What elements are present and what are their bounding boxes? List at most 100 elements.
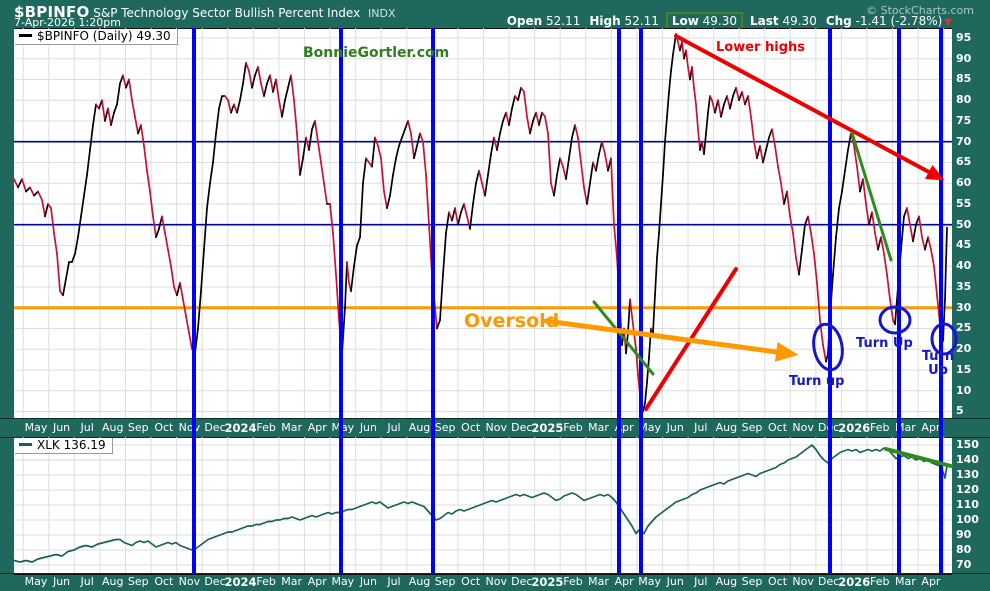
x-axis-label: Jul <box>694 575 708 588</box>
x-axis-label: Jun <box>52 421 71 434</box>
low-value: 49.30 <box>702 14 738 28</box>
x-axis-label: Feb <box>563 575 583 588</box>
x-axis-label: Aug <box>101 575 124 588</box>
x-axis-label: May <box>24 421 48 434</box>
y-axis-label-lower: 80 <box>956 543 972 556</box>
x-axis-label: Dec <box>204 421 226 434</box>
x-axis-label: May <box>638 421 662 434</box>
x-axis-label: Sep <box>127 421 149 434</box>
x-axis-label: Nov <box>178 575 201 588</box>
turn-up-circle-2 <box>878 305 912 335</box>
x-axis-label: Apr <box>307 421 327 434</box>
xlk-series <box>14 444 948 563</box>
x-axis-label: Aug <box>715 575 738 588</box>
x-axis-label: Jun <box>666 575 684 588</box>
lower-legend: XLK 136.19 <box>15 438 113 454</box>
turn-up-circle-3 <box>930 322 958 356</box>
y-axis-label-lower: 100 <box>956 513 979 526</box>
y-axis-label: 85 <box>956 72 972 86</box>
open-value: 52.11 <box>546 14 581 28</box>
x-axis-label: Jul <box>387 421 401 434</box>
oversold-annotation: Oversold <box>464 310 560 332</box>
x-axis-label: Sep <box>434 421 456 434</box>
x-axis-label: Mar <box>588 421 609 434</box>
x-axis-label: Dec <box>818 575 840 588</box>
quote-datetime: 7-Apr-2026 1:20pm <box>14 16 121 29</box>
y-axis-label: 30 <box>956 300 972 314</box>
exchange-label: INDX <box>368 7 396 20</box>
axis-strip-divider <box>0 573 990 574</box>
lower-highs-annotation: Lower highs <box>716 40 805 55</box>
y-axis-label: 95 <box>956 30 972 44</box>
x-axis-label: Aug <box>408 575 431 588</box>
low-label: Low <box>671 14 699 28</box>
x-axis-label: May <box>638 575 662 588</box>
x-axis-label: 2026 <box>838 575 871 589</box>
y-axis-label: 25 <box>956 321 972 335</box>
y-axis-label: 55 <box>956 196 972 210</box>
x-axis-label: 2025 <box>531 575 564 589</box>
x-axis-label: May <box>331 575 355 588</box>
turn-up-annotation-1: Turn up <box>789 374 845 389</box>
y-axis-label: 70 <box>956 134 972 148</box>
high-label: High <box>589 14 621 28</box>
x-axis-label: Mar <box>894 575 916 588</box>
turn-up-annotation-3: Turn Up <box>921 349 955 378</box>
x-axis-label: Aug <box>408 421 431 434</box>
y-axis-label: 80 <box>956 93 972 107</box>
x-axis-label: Nov <box>792 421 814 434</box>
x-axis-label: Sep <box>434 575 456 588</box>
x-axis-label: Apr <box>614 575 634 588</box>
oversold-arrow <box>543 318 799 362</box>
x-axis-label: 2024 <box>224 575 257 589</box>
x-axis-label: Nov <box>792 575 814 588</box>
x-axis-label: Sep <box>741 421 763 434</box>
y-axis-label: 5 <box>956 404 964 418</box>
x-axis-label: Apr <box>921 575 941 588</box>
price-down-triangle-icon: ▼ <box>944 17 952 28</box>
green-downtrend-1 <box>592 300 655 376</box>
x-axis-label: Sep <box>741 575 763 588</box>
chg-label: Chg <box>825 14 852 28</box>
x-axis-label: Mar <box>281 575 303 588</box>
y-axis-label: 15 <box>956 362 972 376</box>
x-axis-label: Aug <box>715 421 738 434</box>
turn-up-annotation-2: Turn Up <box>856 336 913 351</box>
x-axis-label: Apr <box>921 421 941 434</box>
lower-gridlines <box>14 437 952 573</box>
x-axis-label: Jul <box>694 421 708 434</box>
x-axis-label: May <box>24 575 48 588</box>
x-axis-label: Jun <box>52 575 71 588</box>
y-axis-label: 35 <box>956 279 972 293</box>
copyright-notice: © StockCharts.com <box>866 4 974 17</box>
x-axis-label: Jul <box>80 421 94 434</box>
x-axis-label: Oct <box>154 421 174 434</box>
last-label: Last <box>750 14 779 28</box>
x-axis-label: Jun <box>359 421 377 434</box>
ticker-symbol: $BPINFO <box>14 3 90 21</box>
x-axis-label: Nov <box>485 421 507 434</box>
x-axis-label: Jul <box>387 575 401 588</box>
y-axis-label-lower: 110 <box>956 498 979 511</box>
y-axis-label: 10 <box>956 383 972 397</box>
bpi-series <box>14 32 948 413</box>
x-axis-label: 2024 <box>224 421 257 435</box>
xlk-line-swatch-icon <box>19 443 32 446</box>
x-axis-label: Dec <box>511 421 533 434</box>
x-axis-label: Sep <box>127 575 149 588</box>
lower-legend-label: XLK 136.19 <box>37 438 106 452</box>
x-axis-label: Mar <box>281 421 303 434</box>
y-axis-label: 45 <box>956 238 972 252</box>
green-downtrend-2 <box>850 131 893 262</box>
y-axis-label: 50 <box>956 217 972 231</box>
x-axis-label: Aug <box>101 421 124 434</box>
y-axis-label-lower: 70 <box>956 558 972 571</box>
y-axis-label: 65 <box>956 155 972 169</box>
y-axis-label: 60 <box>956 176 972 190</box>
x-axis-label: Apr <box>307 575 327 588</box>
x-axis-label: Oct <box>154 575 174 588</box>
chg-value: -1.41 (-2.78%) <box>855 14 943 28</box>
bpi-line-swatch-icon <box>19 34 32 37</box>
